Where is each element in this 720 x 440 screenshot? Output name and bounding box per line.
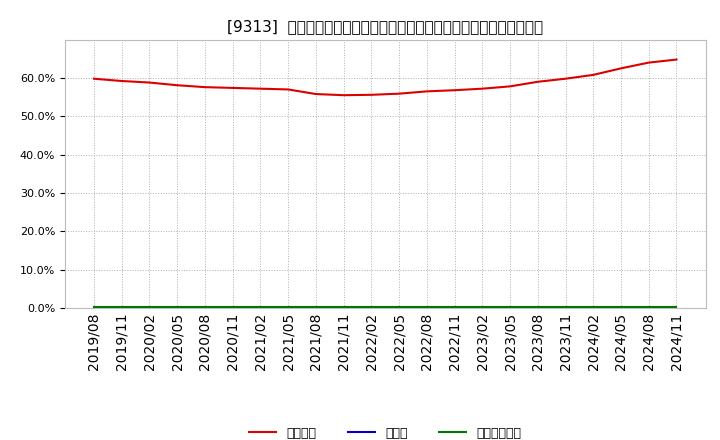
自己資本 (145, 80, 154, 85)
のれん (117, 305, 126, 311)
のれん (145, 305, 154, 311)
繰延税金資産 (561, 304, 570, 309)
自己資本 (173, 83, 181, 88)
のれん (478, 305, 487, 311)
繰延税金資産 (256, 304, 265, 309)
のれん (367, 305, 376, 311)
繰延税金資産 (450, 304, 459, 309)
のれん (450, 305, 459, 311)
自己資本 (478, 86, 487, 92)
Legend: 自己資本, のれん, 繰延税金資産: 自己資本, のれん, 繰延税金資産 (249, 427, 521, 440)
繰延税金資産 (201, 304, 210, 309)
のれん (505, 305, 514, 311)
自己資本 (395, 91, 403, 96)
自己資本 (201, 84, 210, 90)
自己資本 (89, 76, 98, 81)
自己資本 (672, 57, 681, 62)
自己資本 (367, 92, 376, 97)
繰延税金資産 (644, 304, 653, 309)
繰延税金資産 (616, 304, 625, 309)
自己資本 (228, 85, 237, 91)
のれん (339, 305, 348, 311)
のれん (534, 305, 542, 311)
Line: 自己資本: 自己資本 (94, 59, 677, 95)
自己資本 (534, 79, 542, 84)
繰延税金資産 (423, 304, 431, 309)
繰延税金資産 (89, 304, 98, 309)
繰延税金資産 (145, 304, 154, 309)
繰延税金資産 (339, 304, 348, 309)
繰延税金資産 (117, 304, 126, 309)
繰延税金資産 (672, 304, 681, 309)
のれん (173, 305, 181, 311)
のれん (672, 305, 681, 311)
のれん (201, 305, 210, 311)
自己資本 (117, 78, 126, 84)
自己資本 (616, 66, 625, 71)
自己資本 (589, 72, 598, 77)
繰延税金資産 (395, 304, 403, 309)
のれん (312, 305, 320, 311)
のれん (616, 305, 625, 311)
繰延税金資産 (589, 304, 598, 309)
繰延税金資産 (228, 304, 237, 309)
のれん (228, 305, 237, 311)
自己資本 (284, 87, 292, 92)
繰延税金資産 (505, 304, 514, 309)
自己資本 (644, 60, 653, 65)
繰延税金資産 (367, 304, 376, 309)
自己資本 (450, 88, 459, 93)
のれん (561, 305, 570, 311)
のれん (284, 305, 292, 311)
のれん (644, 305, 653, 311)
自己資本 (561, 76, 570, 81)
のれん (589, 305, 598, 311)
のれん (423, 305, 431, 311)
のれん (395, 305, 403, 311)
自己資本 (423, 89, 431, 94)
繰延税金資産 (312, 304, 320, 309)
繰延税金資産 (173, 304, 181, 309)
繰延税金資産 (284, 304, 292, 309)
繰延税金資産 (478, 304, 487, 309)
繰延税金資産 (534, 304, 542, 309)
自己資本 (312, 92, 320, 97)
Title: [9313]  自己資本、のれん、繰延税金資産の総資産に対する比率の推移: [9313] 自己資本、のれん、繰延税金資産の総資産に対する比率の推移 (227, 19, 544, 34)
自己資本 (339, 92, 348, 98)
のれん (89, 305, 98, 311)
自己資本 (256, 86, 265, 92)
自己資本 (505, 84, 514, 89)
のれん (256, 305, 265, 311)
